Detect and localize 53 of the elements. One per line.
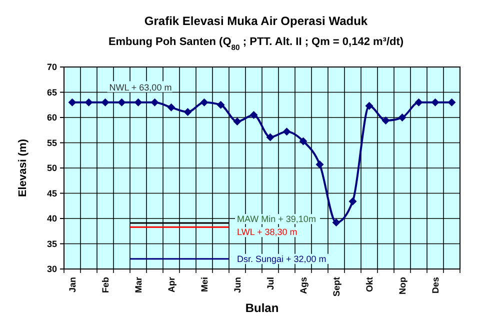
point bbox=[332, 218, 340, 227]
point bbox=[431, 98, 440, 106]
point bbox=[200, 98, 208, 106]
ref-line-label: MAW Min + 39,10m bbox=[237, 214, 316, 224]
point bbox=[118, 98, 126, 106]
point bbox=[316, 160, 324, 168]
y-tick-label: 45 bbox=[46, 188, 57, 198]
y-tick-label: 50 bbox=[46, 163, 57, 174]
point bbox=[184, 108, 192, 116]
x-tick-label: Mei bbox=[199, 277, 210, 292]
point bbox=[448, 98, 456, 106]
point bbox=[382, 116, 390, 125]
x-tick-label: Apr bbox=[166, 276, 176, 292]
x-tick-label: Ags bbox=[298, 277, 308, 294]
point bbox=[299, 137, 308, 146]
point bbox=[250, 110, 258, 119]
annotation: NWL + 63,00 m bbox=[109, 82, 172, 92]
ref-line-label: Dsr. Sungai + 32,00 m bbox=[237, 254, 326, 264]
point bbox=[134, 98, 142, 106]
x-tick-label: Feb bbox=[100, 276, 110, 294]
y-tick-label: 55 bbox=[46, 138, 57, 148]
point bbox=[348, 197, 357, 206]
point bbox=[365, 102, 374, 110]
point bbox=[216, 100, 225, 109]
y-axis-title: Elevasi (m) bbox=[17, 138, 29, 198]
chart-subtitle: Embung Poh Santen (Q$_{80}$ ; PTT. Alt. II ; Qm = 0,142 m³/dt) bbox=[108, 36, 404, 52]
x-axis-title: Bulan bbox=[245, 301, 279, 315]
x-tick-label: Jul bbox=[265, 277, 276, 290]
y-tick-label: 60 bbox=[46, 112, 57, 123]
point bbox=[167, 103, 176, 112]
point bbox=[68, 98, 76, 106]
x-tick-label: Okt bbox=[364, 277, 374, 292]
x-tick-label: Nop bbox=[397, 276, 408, 294]
y-tick-label: 30 bbox=[46, 264, 57, 274]
x-tick-label: Jan bbox=[67, 277, 78, 293]
point bbox=[233, 118, 242, 126]
y-tick-label: 40 bbox=[46, 214, 57, 224]
y-tick-label: 35 bbox=[46, 238, 57, 249]
x-tick-label: Jun bbox=[232, 277, 242, 294]
y-tick-label: 70 bbox=[46, 62, 57, 72]
point bbox=[398, 114, 406, 122]
point bbox=[84, 98, 93, 106]
y-tick-label: 65 bbox=[46, 87, 57, 98]
point bbox=[282, 128, 291, 136]
x-tick-label: Mar bbox=[133, 276, 144, 294]
point bbox=[150, 98, 159, 106]
x-tick-label: Sept bbox=[331, 277, 342, 297]
point bbox=[266, 133, 274, 142]
point bbox=[414, 98, 423, 106]
ref-line-label: LWL + 38,30 m bbox=[237, 227, 298, 238]
point bbox=[101, 98, 110, 106]
x-tick-label: Des bbox=[430, 277, 440, 294]
chart-title: Grafik Elevasi Muka Air Operasi Waduk bbox=[144, 14, 368, 28]
